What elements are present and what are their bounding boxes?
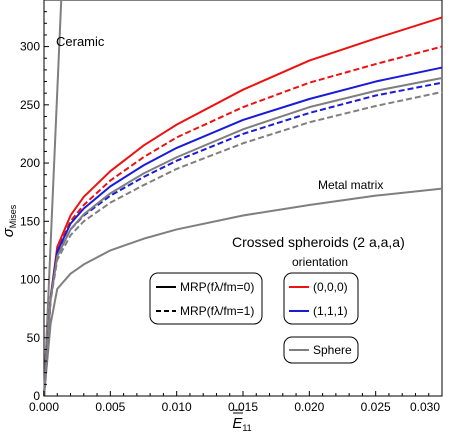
legend-orientation-label: orientation — [292, 255, 348, 269]
y-tick-label: 100 — [20, 273, 40, 287]
annotation-ceramic: Ceramic — [56, 34, 105, 49]
y-tick-label: 300 — [20, 40, 40, 54]
x-tick-label: 0.005 — [95, 400, 125, 414]
x-tick-label: 0.030 — [410, 400, 440, 414]
x-tick-label: 0.000 — [29, 400, 59, 414]
x-tick-label: 0.010 — [162, 400, 192, 414]
legend-title: Crossed spheroids (2 a,a,a) — [232, 234, 405, 250]
legend-blue-label: (1,1,1) — [313, 304, 348, 318]
y-tick-label: 200 — [20, 156, 40, 170]
legend-linestyle-box: MRP(fλ/fm=0) MRP(fλ/fm=1) — [149, 272, 263, 325]
legend-solid-label: MRP(fλ/fm=0) — [180, 280, 254, 294]
x-tick-label: 0.025 — [361, 400, 391, 414]
annotation-metal-matrix: Metal matrix — [318, 178, 383, 192]
x-tick-label: 0.020 — [294, 400, 324, 414]
legend-dashed-label: MRP(fλ/fm=1) — [180, 304, 254, 318]
y-axis-label: σMises — [0, 204, 18, 237]
legend-sphere-label: Sphere — [313, 343, 352, 357]
y-tick-label: 250 — [20, 98, 40, 112]
x-tick-label: 0.015 — [228, 400, 258, 414]
series-line-1-1-1-dashed — [43, 81, 443, 397]
y-tick-label: 150 — [20, 214, 40, 228]
y-tick-label: 0 — [33, 389, 40, 403]
series-line-sphere-dashed — [43, 91, 443, 397]
y-tick-label: 50 — [27, 331, 41, 345]
legend-red-label: (0,0,0) — [313, 280, 348, 294]
legend-sphere-box: Sphere — [283, 336, 359, 364]
series-line-sphere-solid — [43, 77, 443, 397]
x-axis-label: E11 — [232, 415, 251, 433]
series-line-metal-matrix-solid — [43, 187, 443, 397]
series-line-ceramic-solid — [43, 0, 63, 397]
legend-color-box: (0,0,0) (1,1,1) — [283, 272, 359, 325]
